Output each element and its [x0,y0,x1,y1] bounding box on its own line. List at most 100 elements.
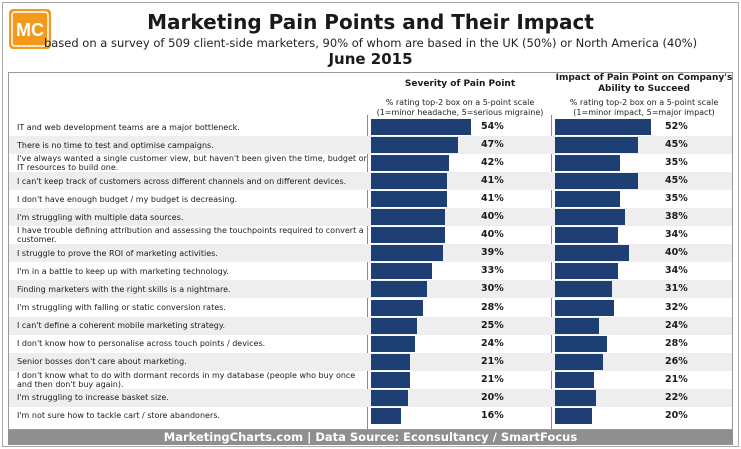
severity-value-label: 21% [481,355,504,367]
severity-bar [371,353,410,370]
impact-bar [555,371,594,388]
impact-value-label: 34% [665,265,688,277]
severity-value-label: 25% [481,319,504,331]
severity-value-label: 21% [481,373,504,385]
category-label: Finding marketers with the right skills … [17,284,231,294]
severity-value-label: 47% [481,139,504,151]
category-label: IT and web development teams are a major… [17,122,240,132]
chart-footer: MarketingCharts.com | Data Source: Econs… [8,430,733,445]
category-label: I'm struggling with multiple data source… [17,212,184,222]
category-label: I struggle to prove the ROI of marketing… [17,248,218,258]
impact-bar [555,407,592,424]
severity-value-label: 33% [481,265,504,277]
chart-row: Senior bosses don't care about marketing… [9,352,732,371]
severity-series-name: Severity of Pain Point [404,79,516,89]
category-label: I've always wanted a single customer vie… [17,154,367,173]
chart-row: I can't keep track of customers across d… [9,172,732,191]
severity-value-label: 40% [481,211,504,223]
impact-bar [555,155,620,172]
impact-bar [555,245,629,262]
category-label: I'm struggling to increase basket size. [17,393,169,403]
chart-row: I have trouble defining attribution and … [9,226,732,244]
chart-row: I don't know how to personalise across t… [9,335,732,353]
category-label: I don't have enough budget / my budget i… [17,194,238,204]
impact-value-label: 21% [665,373,688,385]
impact-value-label: 45% [665,139,688,151]
column-divider-left [367,115,368,429]
impact-bar [555,191,620,208]
column-divider-right [551,115,552,429]
category-label: I don't know what to do with dormant rec… [17,370,356,389]
impact-value-label: 35% [665,193,688,205]
impact-column-header: Impact of Pain Point on Company's Abilit… [555,73,733,118]
severity-bar [371,119,471,135]
chart-row: I'm struggling to increase basket size. 2… [9,388,732,407]
chart-row: I can't define a coherent mobile marketi… [9,316,732,335]
severity-bar [371,389,408,406]
category-label: I can't define a coherent mobile marketi… [17,321,225,331]
chart-row: I struggle to prove the ROI of marketing… [9,244,732,263]
severity-bar [371,371,410,388]
severity-bar [371,263,433,280]
category-label: I'm not sure how to tackle cart / store … [17,411,220,421]
impact-value-label: 20% [665,409,688,421]
impact-value-label: 40% [665,247,688,259]
impact-value-label: 28% [665,337,688,349]
chart-subtitle: based on a survey of 509 client-side mar… [43,36,698,50]
severity-value-label: 42% [481,157,504,169]
impact-bar [555,137,639,154]
severity-value-label: 39% [481,247,504,259]
impact-value-label: 24% [665,319,688,331]
severity-bar [371,299,423,316]
impact-bar [555,263,618,280]
severity-bar [371,173,447,190]
impact-bar [555,281,613,298]
chart-panel: Severity of Pain Point % rating top-2 bo… [8,72,733,430]
chart-row: I don't know what to do with dormant rec… [9,371,732,389]
impact-value-label: 52% [665,121,688,132]
impact-value-label: 31% [665,283,688,295]
impact-bar [555,335,607,352]
severity-bar [371,209,445,226]
category-label: I'm struggling with falling or static co… [17,303,226,312]
marketingcharts-logo: MC [9,9,51,49]
impact-bar [555,389,596,406]
severity-value-label: 30% [481,283,504,295]
impact-value-label: 38% [665,211,688,223]
severity-bar [371,281,427,298]
severity-value-label: 40% [481,229,504,241]
severity-bar [371,155,449,172]
category-label: Senior bosses don't care about marketing… [17,357,187,367]
chart-row: IT and web development teams are a major… [9,118,732,136]
severity-value-label: 41% [481,175,504,187]
chart-date: June 2015 [328,50,413,68]
category-label: There is no time to test and optimise ca… [17,140,214,150]
severity-bar [371,227,445,244]
impact-bar [555,353,604,370]
logo-background [9,9,51,49]
impact-value-label: 35% [665,157,688,169]
severity-column-header: Severity of Pain Point % rating top-2 bo… [371,79,549,118]
impact-series-note: % rating top-2 box on a 5-point scale (1… [569,98,719,117]
impact-bar [555,227,618,244]
chart-row: I'm not sure how to tackle cart / store … [9,407,732,425]
chart-row: I've always wanted a single customer vie… [9,154,732,172]
chart-row: I'm struggling with multiple data source… [9,208,732,227]
impact-bar [555,317,600,334]
severity-value-label: 24% [481,337,504,349]
severity-value-label: 20% [481,391,504,403]
impact-bar [555,119,652,135]
category-label: I'm in a battle to keep up with marketin… [17,266,229,276]
chart-row: I don't have enough budget / my budget i… [9,190,732,208]
impact-bar [555,299,615,316]
severity-value-label: 54% [481,121,504,132]
severity-bar [371,137,458,154]
severity-value-label: 28% [481,301,504,313]
severity-bar [371,245,444,262]
impact-bar [555,173,639,190]
category-label: I have trouble defining attribution and … [17,226,364,245]
logo-inner-border [11,11,49,47]
chart-row: I'm in a battle to keep up with marketin… [9,262,732,280]
severity-bar [371,335,416,352]
chart-row: Finding marketers with the right skills … [9,280,732,299]
